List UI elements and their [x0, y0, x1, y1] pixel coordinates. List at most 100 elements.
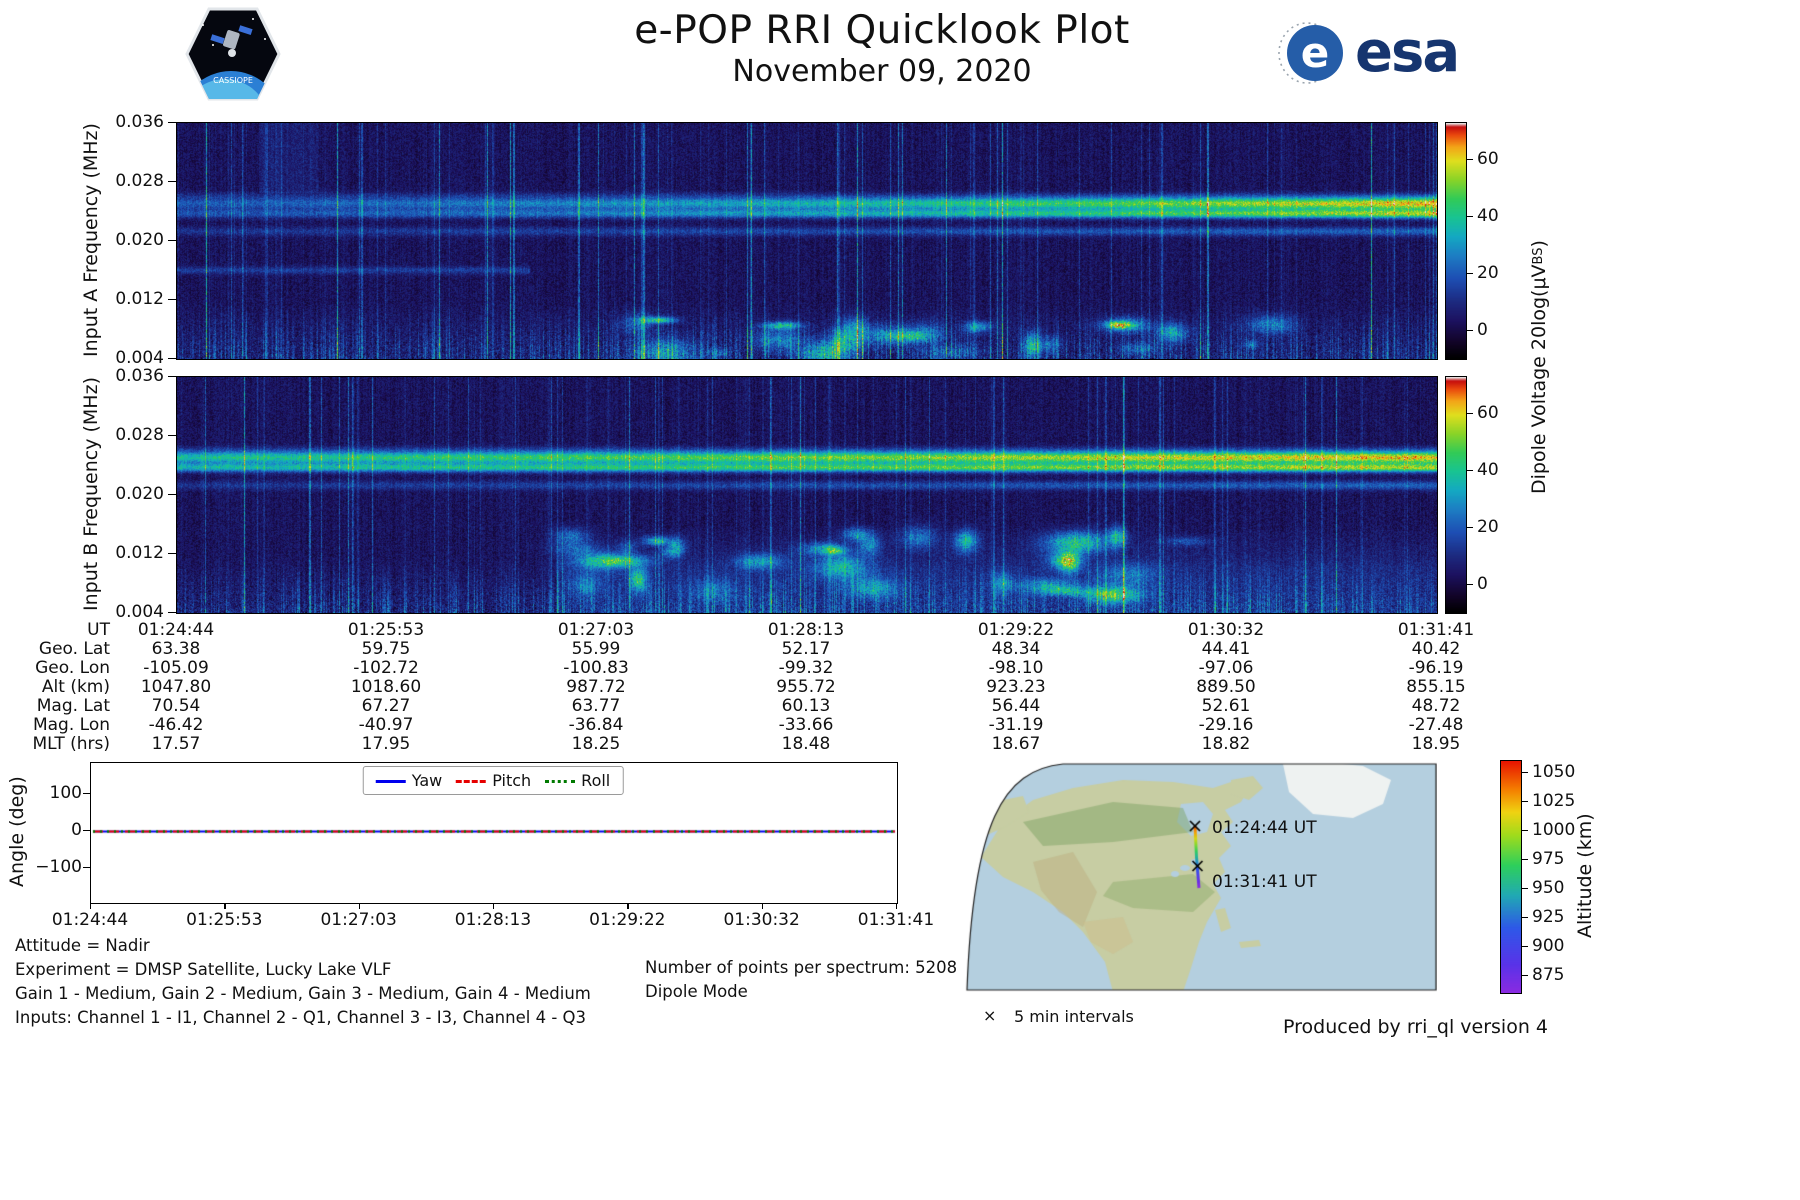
freq-ytick-label: 0.020	[115, 484, 164, 504]
ephemeris-cell: 52.17	[781, 639, 831, 659]
ephemeris-cell: 63.77	[571, 696, 621, 716]
ephemeris-cell: 56.44	[991, 696, 1041, 716]
points-per-spectrum-text: Number of points per spectrum: 5208	[645, 958, 958, 977]
yaw-label: Yaw	[411, 771, 443, 790]
freq-ytick-label: 0.020	[115, 230, 164, 250]
ephemeris-cell: 01:28:13	[767, 620, 845, 640]
altitude-tick-label: 950	[1532, 877, 1565, 898]
ephemeris-cell: -102.72	[353, 658, 419, 678]
ephemeris-cell: -27.48	[1408, 715, 1464, 735]
angle-ytick-label: −100	[35, 857, 82, 877]
angle-ytick-label: 0	[71, 820, 82, 840]
freq-ytick-mark	[168, 553, 176, 555]
angle-xtick-label: 01:30:32	[723, 910, 800, 930]
freq-ytick-label: 0.004	[115, 602, 164, 622]
freq-ytick-mark	[168, 612, 176, 614]
altitude-tick-label: 925	[1532, 906, 1565, 927]
attitude-legend: Yaw Pitch Roll	[362, 766, 624, 795]
interval-legend-text: 5 min intervals	[1014, 1007, 1134, 1026]
ephemeris-row-label: MLT (hrs)	[32, 734, 110, 754]
freq-ytick-label: 0.028	[115, 425, 164, 445]
ephemeris-cell: -40.97	[358, 715, 414, 735]
angle-ytick-mark	[83, 830, 90, 832]
angle-xtick-mark	[358, 903, 361, 909]
colorbar-tick-label: 60	[1477, 148, 1499, 169]
colorbar-tick-mark	[1467, 526, 1473, 529]
ephemeris-row-label: Mag. Lon	[32, 715, 110, 735]
freq-ytick-mark	[168, 122, 176, 124]
ephemeris-cell: 44.41	[1201, 639, 1251, 659]
ephemeris-cell: 40.42	[1411, 639, 1461, 659]
input-a-colorbar	[1445, 122, 1467, 360]
colorbar-tick-label: 40	[1477, 205, 1499, 226]
cassiope-logo-text: CASSIOPE	[213, 76, 253, 85]
cassiope-logo: CASSIOPE	[183, 5, 283, 103]
angle-xtick-label: 01:29:22	[589, 910, 666, 930]
altitude-colorbar	[1500, 760, 1522, 994]
ephemeris-cell: 889.50	[1196, 677, 1256, 697]
altitude-tick-mark	[1522, 887, 1528, 889]
angle-xtick-mark	[492, 903, 495, 909]
ephemeris-cell: 18.95	[1411, 734, 1461, 754]
colorbar-tick-label: 0	[1477, 319, 1488, 340]
ephemeris-row-label: Geo. Lon	[35, 658, 110, 678]
freq-ytick-mark	[168, 376, 176, 378]
colorbar-tick-mark	[1467, 272, 1473, 275]
ephemeris-cell: 17.57	[151, 734, 201, 754]
angle-xtick-mark	[90, 903, 92, 909]
ephemeris-cell: 1018.60	[350, 677, 422, 697]
colorbar-tick-mark	[1467, 215, 1473, 218]
freq-ytick-label: 0.004	[115, 348, 164, 368]
page-title: e-POP RRI Quicklook Plot	[634, 8, 1130, 53]
ephemeris-cell: -97.06	[1198, 658, 1254, 678]
ephemeris-cell: 48.34	[991, 639, 1041, 659]
ephemeris-cell: 60.13	[781, 696, 831, 716]
ephemeris-cell: 01:27:03	[557, 620, 635, 640]
esa-wordmark: esa	[1355, 20, 1460, 85]
ephemeris-cell: 70.54	[151, 696, 201, 716]
ephemeris-cell: 59.75	[361, 639, 411, 659]
ground-track-map	[963, 762, 1437, 992]
pitch-line-sample	[456, 780, 487, 783]
altitude-tick-mark	[1522, 916, 1528, 918]
ephemeris-cell: -46.42	[148, 715, 204, 735]
experiment-text: Experiment = DMSP Satellite, Lucky Lake …	[15, 960, 392, 979]
freq-ytick-mark	[168, 299, 176, 301]
freq-ytick-label: 0.028	[115, 171, 164, 191]
colorbar-tick-label: 20	[1477, 262, 1499, 283]
angle-ytick-label: 100	[49, 783, 82, 803]
angle-xtick-mark	[627, 903, 629, 909]
svg-text:e: e	[1301, 28, 1330, 77]
colorbar-tick-label: 60	[1477, 402, 1499, 423]
ephemeris-cell: 18.25	[571, 734, 621, 754]
ephemeris-cell: 52.61	[1201, 696, 1251, 716]
input-a-spectrogram-canvas	[176, 122, 1438, 360]
ephemeris-cell: 01:29:22	[977, 620, 1055, 640]
altitude-tick-mark	[1522, 800, 1528, 802]
yaw-line-sample	[375, 780, 406, 783]
track-start-label: 01:24:44 UT	[1212, 818, 1317, 838]
freq-ytick-mark	[168, 435, 176, 437]
ephemeris-cell: -36.84	[568, 715, 624, 735]
freq-ytick-mark	[168, 494, 176, 496]
altitude-tick-label: 1050	[1532, 761, 1576, 782]
freq-ytick-mark	[168, 181, 176, 183]
page-date: November 09, 2020	[732, 54, 1032, 89]
freq-ytick-label: 0.012	[115, 289, 164, 309]
colorbar-tick-mark	[1467, 329, 1473, 331]
angle-xtick-mark	[224, 903, 226, 909]
inputs-text: Inputs: Channel 1 - I1, Channel 2 - Q1, …	[15, 1008, 586, 1027]
ephemeris-row-label: Geo. Lat	[38, 639, 110, 659]
colorbar-tick-label: 40	[1477, 459, 1499, 480]
ephemeris-cell: -33.66	[778, 715, 834, 735]
altitude-tick-mark	[1522, 945, 1528, 947]
altitude-tick-mark	[1522, 974, 1528, 976]
input-b-colorbar	[1445, 376, 1467, 614]
angle-xtick-label: 01:24:44	[51, 910, 129, 930]
colorbar-tick-mark	[1467, 412, 1473, 415]
attitude-ylabel: Angle (deg)	[6, 776, 28, 888]
ephemeris-row-label: Alt (km)	[41, 677, 110, 697]
ephemeris-cell: 855.15	[1406, 677, 1466, 697]
roll-line-sample	[545, 780, 576, 783]
colorbar-tick-mark	[1467, 158, 1473, 161]
